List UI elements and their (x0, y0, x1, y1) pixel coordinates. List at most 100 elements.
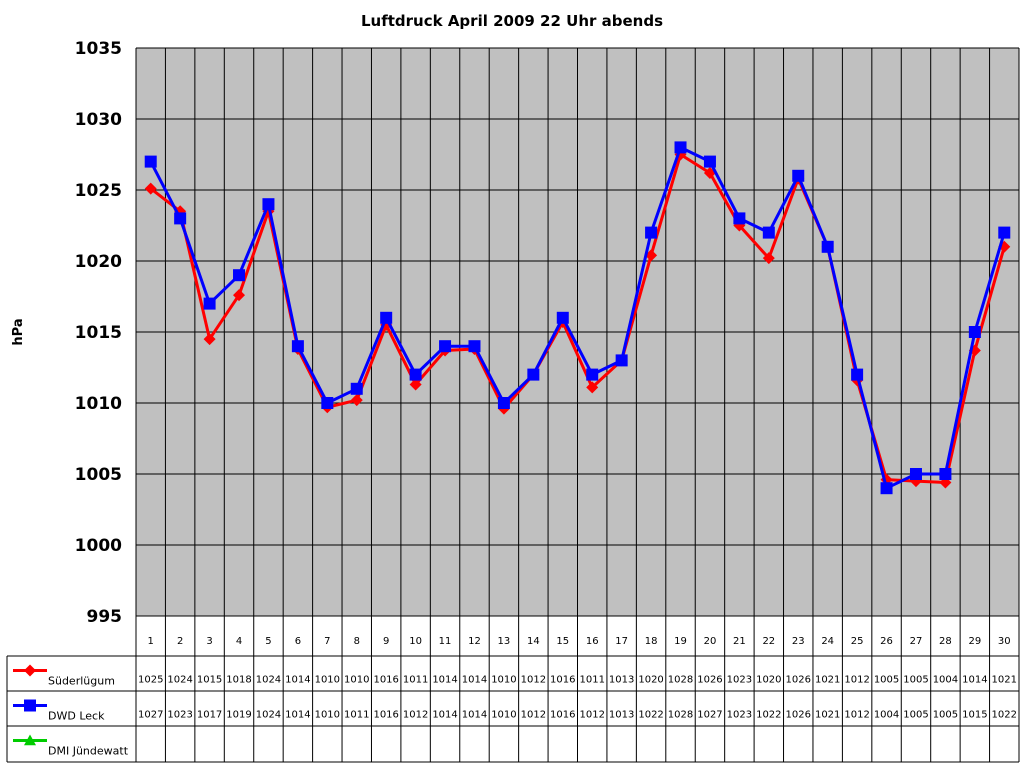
table-cell: 1017 (197, 710, 222, 721)
data-point (939, 468, 952, 480)
x-tick-label: 19 (674, 636, 687, 647)
data-point (615, 354, 628, 367)
table-cell: 1020 (638, 675, 663, 686)
data-point (880, 482, 893, 495)
x-tick-label: 23 (792, 636, 805, 647)
x-tick-label: 24 (821, 636, 834, 647)
x-tick-label: 2 (177, 636, 183, 647)
data-point (321, 397, 334, 409)
data-point (409, 368, 422, 381)
y-axis-label: hPa (11, 318, 26, 345)
x-tick-label: 29 (968, 636, 981, 647)
table-cell: 1016 (373, 710, 398, 721)
table-cell: 1014 (285, 710, 310, 721)
y-tick-label: 995 (87, 607, 123, 627)
data-point (909, 468, 922, 480)
x-tick-label: 5 (265, 636, 271, 647)
table-cell: 1024 (167, 675, 192, 686)
x-tick-label: 8 (354, 636, 360, 647)
data-point (174, 212, 187, 225)
x-tick-label: 15 (556, 636, 569, 647)
table-cell: 1028 (668, 710, 693, 721)
table-cell: 1013 (609, 675, 634, 686)
data-point (851, 368, 864, 381)
table-cell: 1014 (462, 675, 487, 686)
data-point (821, 240, 834, 253)
table-cell: 1004 (874, 710, 899, 721)
table-cell: 1012 (521, 710, 546, 721)
table-cell: 1005 (933, 710, 958, 721)
table-cell: 1004 (933, 675, 958, 686)
series-group (144, 141, 1011, 495)
table-cell: 1022 (992, 710, 1017, 721)
table-cell: 1026 (786, 675, 811, 686)
table-cell: 1010 (315, 675, 340, 686)
legend-label: DWD Leck (48, 710, 105, 723)
data-table: 1 2 3 4 5 6 7 8 9 10 11 12 13 14 15 16 17 18 19 20 21 22 23 24 2… (6, 615, 1019, 763)
table-cell: 1026 (786, 710, 811, 721)
table-cell: 1012 (844, 675, 869, 686)
table-cell: 1027 (138, 710, 163, 721)
chart-title: Luftdruck April 2009 22 Uhr abends (361, 12, 663, 30)
x-tick-label: 28 (939, 636, 952, 647)
table-cell: 1014 (432, 675, 457, 686)
table-cell: 1025 (138, 675, 163, 686)
data-point (203, 297, 216, 310)
data-point (586, 368, 599, 381)
data-point (527, 368, 540, 381)
data-point (762, 226, 775, 239)
legend-marker (24, 734, 36, 746)
table-cell: 1012 (579, 710, 604, 721)
data-point (439, 340, 452, 353)
table-cell: 1026 (697, 675, 722, 686)
x-tick-label: 18 (645, 636, 658, 647)
data-point (144, 182, 157, 195)
table-cell: 1012 (521, 675, 546, 686)
x-tick-label: 1 (148, 636, 154, 647)
x-tick-label: 3 (206, 636, 212, 647)
table-cell: 1018 (226, 675, 251, 686)
table-cell: 1024 (256, 675, 281, 686)
x-tick-label: 10 (409, 636, 422, 647)
x-tick-label: 21 (733, 636, 746, 647)
data-point (380, 311, 393, 324)
data-point (144, 155, 157, 168)
x-tick-label: 7 (324, 636, 330, 647)
x-tick-label: 13 (498, 636, 511, 647)
data-point (203, 333, 216, 346)
x-tick-label: 20 (704, 636, 717, 647)
table-cell: 1016 (550, 710, 575, 721)
data-point (468, 340, 481, 353)
table-cell: 1023 (727, 675, 752, 686)
table-cell: 1016 (550, 675, 575, 686)
data-point (733, 212, 746, 225)
table-cell: 1012 (403, 710, 428, 721)
y-tick-label: 1010 (75, 394, 122, 414)
y-tick-label: 1025 (75, 181, 122, 201)
data-point (233, 289, 246, 302)
table-cell: 1013 (609, 710, 634, 721)
table-cell: 1011 (579, 675, 604, 686)
table-cell: 1011 (403, 675, 428, 686)
table-cell: 1021 (815, 710, 840, 721)
table-cell: 1019 (226, 710, 251, 721)
x-tick-label: 12 (468, 636, 481, 647)
data-point (586, 381, 599, 394)
data-point (645, 249, 658, 262)
table-cell: 1005 (874, 675, 899, 686)
x-tick-label: 25 (851, 636, 864, 647)
data-point (998, 226, 1011, 239)
x-tick-label: 27 (910, 636, 923, 647)
y-tick-label: 1020 (75, 252, 122, 272)
table-cell: 1023 (727, 710, 752, 721)
table-cell: 1005 (903, 675, 928, 686)
data-point (968, 326, 981, 338)
legend-marker (24, 699, 36, 712)
table-cell: 1021 (992, 675, 1017, 686)
data-point (792, 169, 805, 182)
x-tick-label: 16 (586, 636, 599, 647)
x-tick-label: 22 (762, 636, 775, 647)
y-tick-label: 1030 (75, 110, 122, 130)
